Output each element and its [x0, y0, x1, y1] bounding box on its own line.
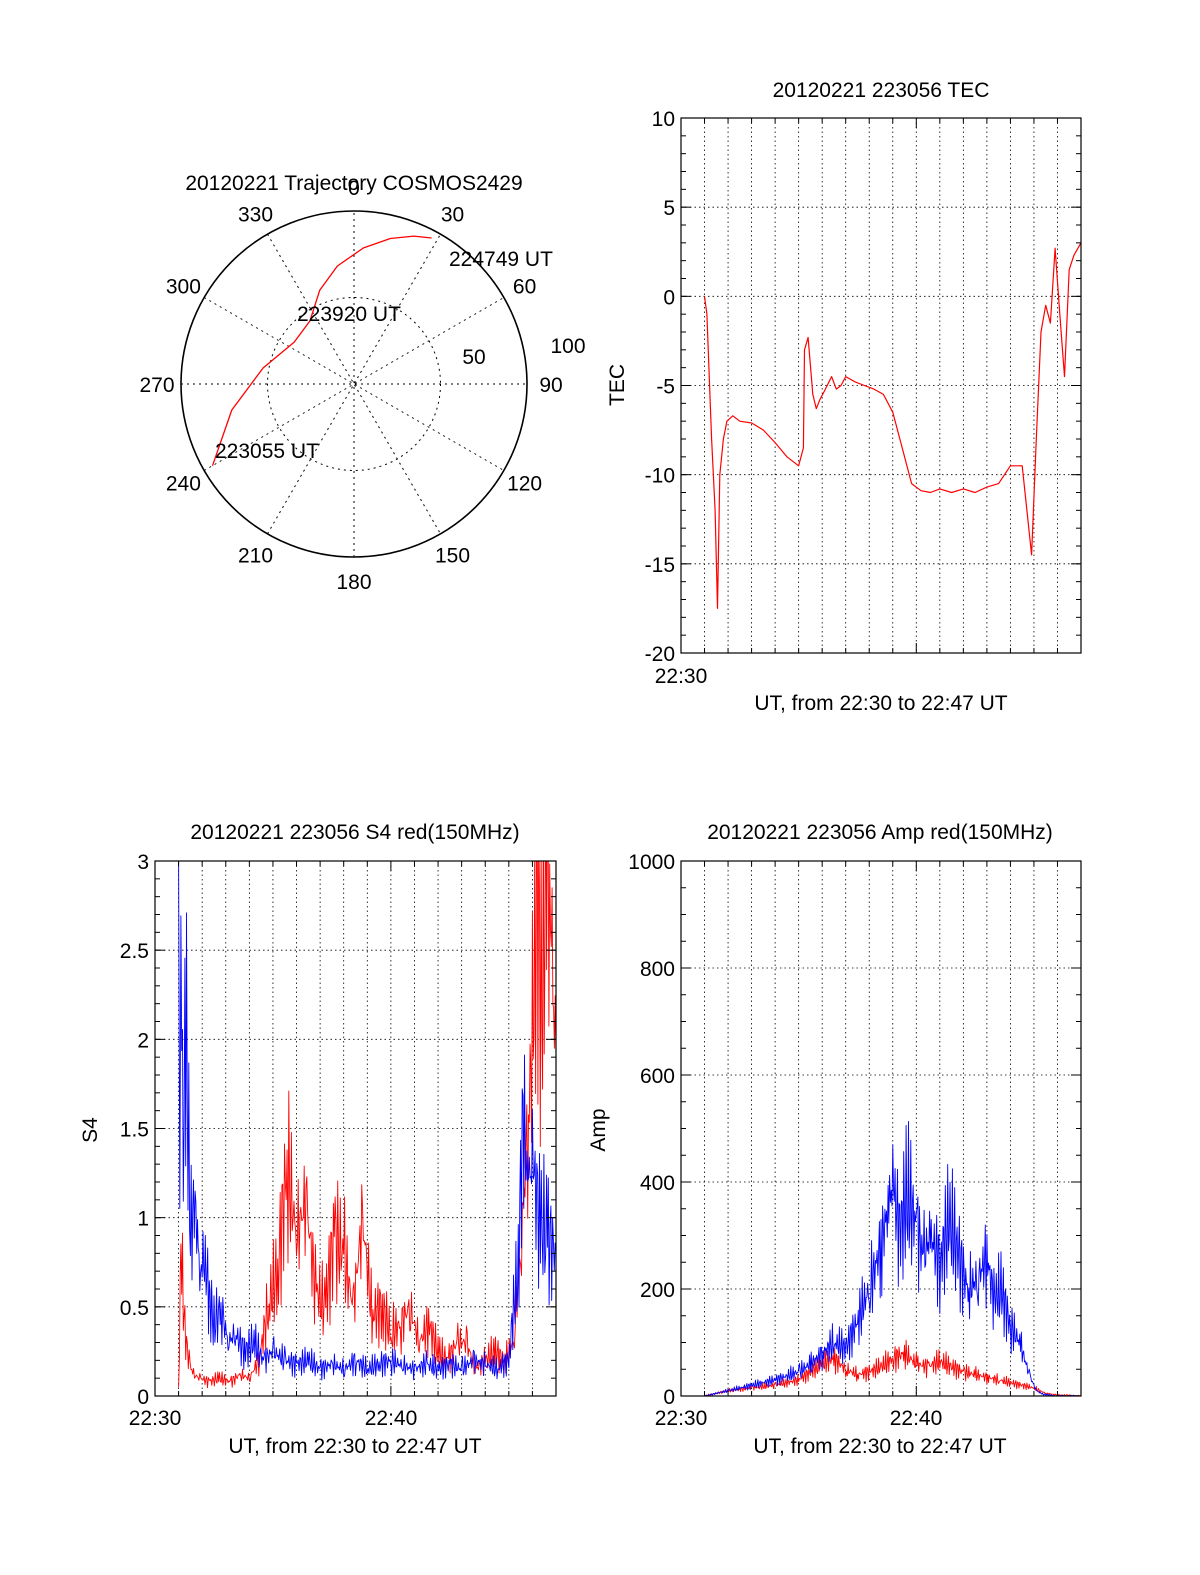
series-red-line [703, 242, 1081, 609]
azimuth-label-150: 150 [435, 545, 470, 568]
tec-series [703, 242, 1081, 609]
tec-plot: 20120221 223056 TEC 10 5 0 -5 -10 -15 -20 22:3… [606, 79, 1082, 715]
y-tick-label-10: 10 [652, 108, 675, 131]
y-tick-label-0: 0 [663, 1386, 675, 1409]
trajectory-polar-plot: 20120221 Trajectory COSMOS2429 0 30 60 90 12… [139, 172, 585, 594]
azimuth-label-270: 270 [139, 374, 174, 397]
radial-label-50: 50 [462, 346, 485, 369]
series-clip-group [178, 861, 556, 1389]
s4-series [178, 861, 556, 1389]
annotation-end-time: 224749 UT [449, 248, 553, 271]
amp-xlabel: UT, from 22:30 to 22:47 UT [753, 1435, 1006, 1458]
azimuth-label-30: 30 [441, 203, 464, 226]
y-tick-label-1: 1 [137, 1208, 149, 1231]
trajectory-line [211, 235, 432, 466]
polar-spoke [203, 297, 505, 471]
polar-spoke [267, 233, 441, 535]
series-red-line [704, 1339, 1081, 1396]
y-tick-label-0.5: 0.5 [120, 1297, 149, 1320]
tec-ylabel: TEC [606, 364, 629, 406]
y-tick-label-0: 0 [663, 286, 675, 309]
azimuth-label-120: 120 [507, 473, 542, 496]
y-tick-label-5: 5 [663, 197, 675, 220]
y-tick-label-2: 2 [137, 1029, 149, 1052]
amp-frame [680, 860, 1082, 1397]
amp-title: 20120221 223056 Amp red(150MHz) [707, 821, 1053, 844]
s4-x-tick-2240: 22:40 [365, 1407, 418, 1430]
amp-plot: 20120221 223056 Amp red(150MHz) 1000 800 6… [587, 821, 1082, 1458]
azimuth-label-240: 240 [166, 473, 201, 496]
y-tick-label-200: 200 [640, 1279, 675, 1302]
azimuth-label-60: 60 [513, 276, 536, 299]
y-tick-label--5: -5 [656, 376, 675, 399]
y-tick-label-400: 400 [640, 1172, 675, 1195]
azimuth-label-180: 180 [336, 571, 371, 594]
y-tick-label--20: -20 [645, 643, 675, 666]
trajectory-title: 20120221 Trajectory COSMOS2429 [185, 172, 522, 195]
azimuth-labels: 0 30 60 90 120 150 180 210 240 270 300 330 [139, 177, 562, 594]
y-tick-label-1.5: 1.5 [120, 1119, 149, 1142]
amp-ylabel: Amp [587, 1108, 610, 1151]
azimuth-label-330: 330 [238, 203, 273, 226]
s4-grid [155, 861, 556, 1396]
amp-x-tick-2240: 22:40 [890, 1407, 943, 1430]
series-blue-line [704, 1121, 1081, 1396]
y-tick-label--15: -15 [645, 554, 675, 577]
y-tick-label-1000: 1000 [628, 851, 675, 874]
tec-x-tick-2230: 22:30 [655, 665, 708, 688]
annotation-start-time: 223055 UT [215, 440, 319, 463]
tec-xlabel: UT, from 22:30 to 22:47 UT [754, 692, 1007, 715]
s4-ylabel: S4 [79, 1117, 102, 1143]
s4-xlabel: UT, from 22:30 to 22:47 UT [228, 1435, 481, 1458]
amp-y-ticks: 1000 800 600 400 200 0 [628, 851, 1082, 1409]
y-tick-label-3: 3 [137, 851, 149, 874]
s4-x-tick-2230: 22:30 [129, 1407, 182, 1430]
radial-label-100: 100 [550, 335, 585, 358]
amp-series [704, 1121, 1081, 1396]
y-tick-label--10: -10 [645, 465, 675, 488]
azimuth-label-90: 90 [539, 374, 562, 397]
polar-spoke [203, 297, 505, 471]
y-tick-label-800: 800 [640, 958, 675, 981]
y-tick-label-600: 600 [640, 1065, 675, 1088]
y-tick-label-2.5: 2.5 [120, 940, 149, 963]
series-clip-group [703, 242, 1081, 609]
tec-grid [681, 118, 1081, 653]
tec-y-ticks: 10 5 0 -5 -10 -15 -20 [645, 108, 1082, 666]
azimuth-label-0: 0 [348, 177, 360, 200]
series-red-line [178, 861, 556, 1389]
s4-y-ticks: 3 2.5 2 1.5 1 0.5 0 [120, 851, 557, 1409]
s4-title: 20120221 223056 S4 red(150MHz) [190, 821, 519, 844]
amp-grid [681, 861, 1081, 1396]
series-clip-group [704, 1121, 1081, 1396]
azimuth-label-210: 210 [238, 545, 273, 568]
series-blue-line [178, 861, 556, 1381]
azimuth-label-300: 300 [166, 276, 201, 299]
s4-plot: 20120221 223056 S4 red(150MHz) 3 2.5 2 1.5 1… [79, 821, 557, 1458]
s4-frame [154, 860, 557, 1397]
trajectory-track [211, 235, 432, 466]
y-tick-label-0: 0 [137, 1386, 149, 1409]
amp-x-tick-2230: 22:30 [655, 1407, 708, 1430]
annotation-mid-time: 223920 UT [297, 303, 401, 326]
polar-spoke [267, 233, 441, 535]
polar-grid [180, 210, 528, 558]
tec-title: 20120221 223056 TEC [773, 79, 990, 102]
